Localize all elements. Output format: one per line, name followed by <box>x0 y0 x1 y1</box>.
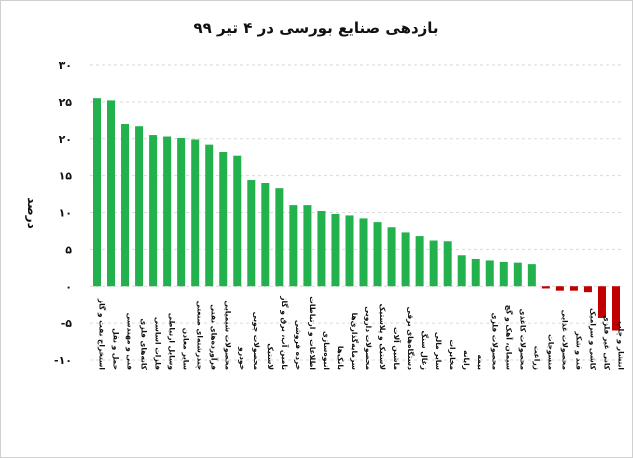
bar <box>569 286 578 291</box>
y-tick-label: ۲۵ <box>59 96 73 109</box>
x-tick-label: استخراج نفت و گاز <box>98 298 107 370</box>
bar <box>499 261 508 287</box>
bar <box>597 286 606 318</box>
bar <box>541 286 550 289</box>
y-axis-ticks: -۱۰ -۵ ۰ ۵ ۱۰ ۱۵ ۲۰ ۲۵ ۳۰ <box>54 59 72 367</box>
bar <box>261 183 270 287</box>
bar <box>121 124 130 287</box>
bar <box>401 232 410 287</box>
bar <box>415 236 424 287</box>
bar <box>205 144 214 287</box>
x-tick-label: فرآورده‌های نفتی <box>210 304 220 370</box>
x-tick-label: کاشی و سرامیک <box>588 308 597 371</box>
x-tick-label: قند و شکر <box>574 330 583 370</box>
bar <box>191 139 200 287</box>
x-tick-label: سایر مالی <box>434 332 443 370</box>
x-tick-label: زراعت <box>532 346 541 370</box>
bar <box>583 286 592 293</box>
bar <box>303 205 312 287</box>
bar <box>387 227 396 287</box>
bar <box>93 98 101 287</box>
x-tick-label: انبوه‌سازی <box>322 331 331 370</box>
x-tick-label: بانک‌ها <box>336 346 345 370</box>
x-tick-label: محصولات شیمیایی <box>224 300 233 370</box>
y-tick-label: ۱۵ <box>59 170 73 183</box>
bar <box>233 155 242 287</box>
y-tick-label: ۱۰ <box>59 207 72 220</box>
bar <box>373 222 382 287</box>
bar <box>163 136 172 287</box>
bar <box>612 286 620 331</box>
x-tick-label: سرمایه‌گذاری‌ها <box>350 313 359 370</box>
bars <box>93 98 620 331</box>
x-tick-label: اطلاعات و ارتباطات <box>308 296 317 370</box>
bar <box>345 215 354 287</box>
bar <box>177 138 186 287</box>
x-tick-label: وسایل ارتباطی <box>168 313 177 371</box>
x-tick-label: لاستیک <box>266 343 275 370</box>
bar <box>219 152 228 287</box>
chart-title: بازدهی صنایع بورسی در ۴ تیر ۹۹ <box>193 19 438 37</box>
bar <box>471 258 480 287</box>
x-tick-label: فلزات اساسی <box>154 317 163 370</box>
x-tick-label: کانی غیر فلزی <box>602 315 611 371</box>
bar <box>513 262 522 287</box>
x-tick-label: چندرشته‌ای صنعتی <box>196 301 205 370</box>
x-tick-label: خودرو <box>238 346 247 370</box>
x-tick-label: زغال سنگ <box>420 331 429 371</box>
x-tick-label: حمل و نقل <box>112 328 121 370</box>
y-tick-label: -۱۰ <box>54 354 72 367</box>
x-axis-ticks: استخراج نفت و گاز حمل و نقل فنی و مهندسی کا… <box>98 295 626 370</box>
x-tick-label: لاستیک و پلاستیک <box>378 304 387 370</box>
y-axis-label: درصد <box>25 197 39 229</box>
x-tick-label: منسوجات <box>546 334 555 370</box>
bar <box>457 255 466 287</box>
y-tick-label: ۲۰ <box>59 133 72 146</box>
bar <box>107 100 116 287</box>
bar <box>429 240 438 287</box>
x-tick-label: سایر معادن <box>182 328 191 370</box>
y-tick-label: -۵ <box>61 317 73 330</box>
bar <box>527 264 536 287</box>
bar <box>485 260 494 287</box>
x-tick-label: تامین آب، برق و گاز <box>280 295 290 370</box>
y-tick-label: ۰ <box>65 280 72 293</box>
x-tick-label: خرده فروشی <box>294 320 303 370</box>
x-tick-label: محصولات چوبی <box>252 312 261 371</box>
x-tick-label: مخابرات <box>448 340 457 371</box>
y-tick-label: ۵ <box>65 243 72 256</box>
x-tick-label: ماشین آلات <box>392 327 402 370</box>
x-tick-label: محصولات دارویی <box>364 306 373 370</box>
bar <box>317 211 326 287</box>
x-tick-label: دستگاه‌های برقی <box>406 307 415 371</box>
bar <box>135 126 144 287</box>
x-tick-label: فنی و مهندسی <box>126 313 135 370</box>
x-tick-label: انتشار و چاپ <box>617 321 626 370</box>
bar <box>359 218 368 287</box>
bar <box>275 188 284 287</box>
bar <box>149 135 158 287</box>
x-tick-label: بیمه <box>476 355 485 371</box>
bar <box>331 213 340 287</box>
bar <box>289 205 298 287</box>
bar <box>247 180 256 287</box>
x-tick-label: کانه‌های فلزی <box>140 318 149 370</box>
x-tick-label: محصولات غذایی <box>560 310 569 371</box>
bar <box>443 241 452 287</box>
x-tick-label: سیمان، آهک و گچ <box>504 305 514 370</box>
x-tick-label: رایانه <box>462 350 471 370</box>
y-tick-label: ۳۰ <box>59 59 72 72</box>
x-tick-label: محصولات کاغذی <box>518 309 527 371</box>
bar <box>555 286 564 291</box>
x-tick-label: محصولات فلزی <box>490 313 499 371</box>
